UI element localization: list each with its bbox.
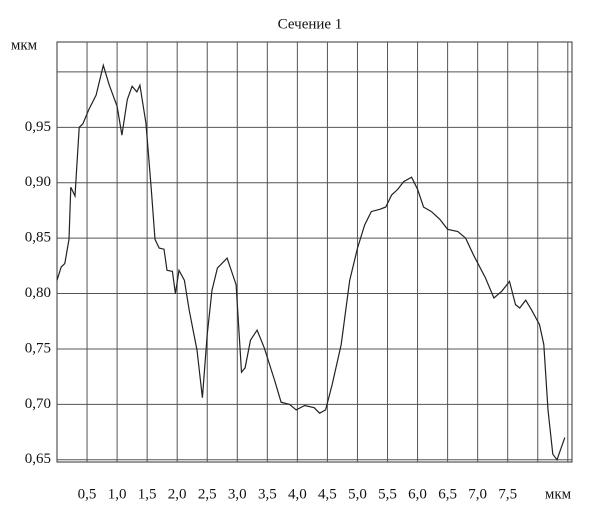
x-tick-label: 4,0 — [288, 486, 307, 502]
x-tick-label: 5,5 — [378, 486, 397, 502]
y-tick-label: 0,75 — [25, 340, 51, 356]
plot-frame — [56, 41, 573, 463]
x-tick-label: 7,5 — [498, 486, 517, 502]
x-tick-label: 6,0 — [408, 486, 427, 502]
x-tick-label: 1,0 — [108, 486, 127, 502]
x-tick-label: 3,5 — [258, 486, 277, 502]
x-tick-label: 0,5 — [78, 486, 97, 502]
x-tick-label: 3,0 — [228, 486, 247, 502]
y-tick-label: 0,65 — [25, 451, 51, 467]
y-tick-label: 0,90 — [25, 174, 51, 190]
x-axis-label: мкм — [545, 486, 572, 502]
x-tick-label: 5,0 — [348, 486, 367, 502]
y-axis-label: мкм — [11, 37, 38, 53]
y-tick-label: 0,85 — [25, 230, 51, 246]
x-tick-label: 7,0 — [468, 486, 487, 502]
x-tick-label: 6,5 — [438, 486, 457, 502]
x-tick-label: 2,0 — [168, 486, 187, 502]
x-tick-label: 1,5 — [138, 486, 157, 502]
chart-title: Сечение 1 — [278, 16, 343, 32]
y-tick-label: 0,95 — [25, 119, 51, 135]
x-tick-label: 2,5 — [198, 486, 217, 502]
y-tick-label: 0,80 — [25, 285, 51, 301]
y-tick-label: 0,70 — [25, 396, 51, 412]
x-tick-label: 4,5 — [318, 486, 337, 502]
profile-line — [56, 63, 566, 462]
